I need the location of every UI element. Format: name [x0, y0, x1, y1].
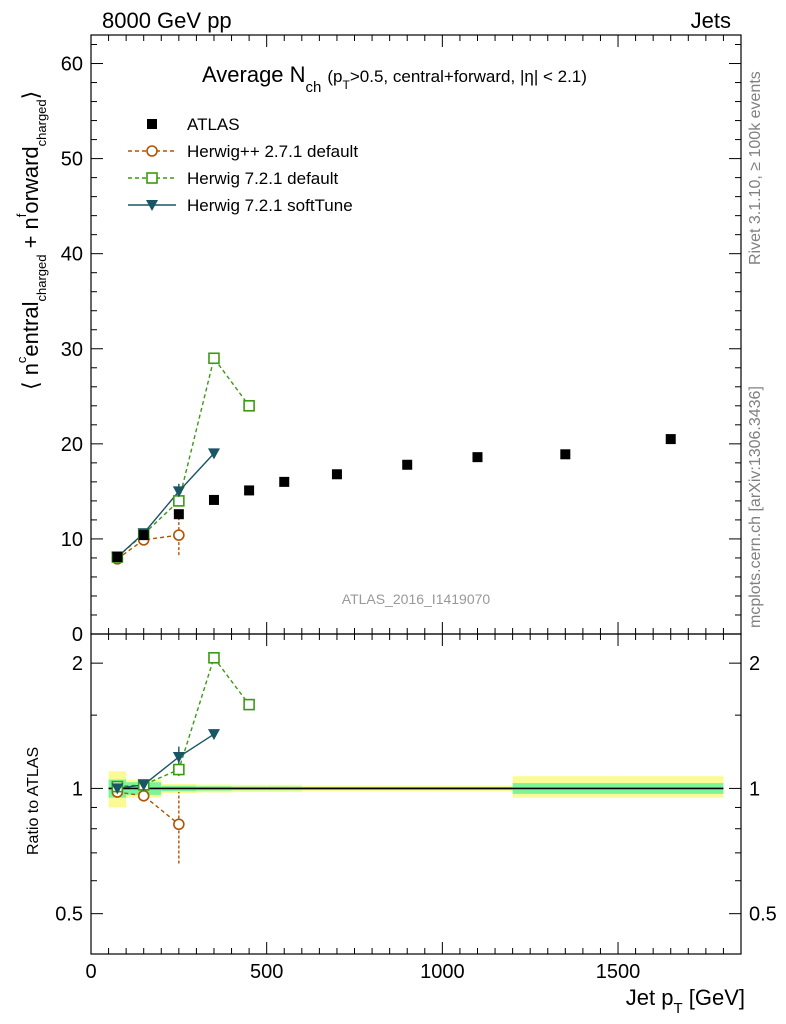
- main-line-herwig-7-2-1-default: [116, 356, 250, 558]
- y-tick-label-main: 60: [61, 54, 83, 76]
- x-tick-label: 1000: [420, 961, 465, 983]
- ratio-frame: [90, 633, 742, 955]
- legend-marker-herwig-7-2-1-softtune: [146, 200, 158, 211]
- y-tick-label-main: 10: [61, 529, 83, 551]
- x-tick-label: 500: [250, 961, 283, 983]
- y-axis-label-main: ⟨ ncentralcharged + nforwardcharged⟩: [14, 91, 49, 390]
- ratio-point-herwig-7-2-1-default: [208, 652, 220, 664]
- y-tick-label-ratio-right: 1: [749, 778, 760, 800]
- y-tick-label-ratio: 2: [72, 653, 83, 675]
- plot-title: Average Nch(pT>0.5, central+forward, |η|…: [202, 62, 587, 96]
- main-point-herwig-7-2-1-softtune: [172, 486, 185, 498]
- main-point-atlas: [331, 469, 342, 480]
- main-line-herwig-2-7-1-default: [116, 534, 179, 560]
- main-point-atlas: [112, 551, 123, 562]
- ratio-point-herwig-7-2-1-default: [173, 763, 185, 776]
- header-left: 8000 GeV pp: [102, 8, 232, 33]
- ratio-point-herwig-7-2-1-softtune: [137, 779, 150, 791]
- rivet-info: Rivet 3.1.10, ≥ 100k events: [747, 71, 764, 265]
- y-tick-label-ratio: 0.5: [55, 904, 83, 926]
- main-point-herwig-7-2-1-softtune: [207, 448, 220, 460]
- main-point-atlas: [208, 494, 219, 505]
- main-point-herwig-7-2-1-default: [173, 495, 185, 507]
- y-axis-label-ratio: Ratio to ATLAS: [25, 747, 42, 855]
- y-tick-label-main: 40: [61, 244, 83, 266]
- ratio-point-herwig-7-2-1-softtune: [111, 783, 124, 795]
- mcplots-info: mcplots.cern.ch [arXiv:1306.3436]: [747, 386, 764, 628]
- main-point-atlas: [560, 449, 571, 460]
- main-point-atlas: [402, 459, 413, 470]
- main-point-atlas: [173, 509, 184, 520]
- ratio-band-layer: [108, 771, 724, 808]
- legend-label-herwig-2-7-1-default: Herwig++ 2.7.1 default: [187, 142, 358, 161]
- legend-marker-herwig-7-2-1-default: [146, 172, 158, 184]
- main-point-atlas: [138, 530, 149, 541]
- ratio-line-herwig-7-2-1-softtune: [117, 733, 215, 790]
- legend-marker-atlas: [147, 119, 157, 129]
- main-point-atlas: [472, 452, 483, 463]
- y-tick-label-ratio: 1: [72, 778, 83, 800]
- y-tick-label-main: 20: [61, 434, 83, 456]
- axes-layer: 0 10 20 30 40 50 60 0 500 1000 1500 0.5 0.5 1 1 2 2: [55, 35, 777, 983]
- y-tick-label-ratio-right: 2: [749, 653, 760, 675]
- main-point-herwig-7-2-1-default: [208, 352, 220, 365]
- y-tick-label-main: 30: [61, 339, 83, 361]
- ratio-point-herwig-7-2-1-softtune: [207, 729, 220, 741]
- y-tick-label-main: 50: [61, 149, 83, 171]
- legend-marker-herwig-2-7-1-default: [146, 145, 158, 157]
- series-marks-layer: [111, 352, 676, 831]
- main-line-herwig-7-2-1-softtune: [116, 452, 215, 558]
- y-tick-label-ratio-right: 0.5: [749, 904, 777, 926]
- legend: ATLAS Herwig++ 2.7.1 default Herwig 7.2.1 …: [128, 115, 358, 215]
- main-point-herwig-2-7-1-default: [173, 529, 185, 541]
- x-tick-label: 0: [85, 961, 96, 983]
- analysis-watermark: ATLAS_2016_I1419070: [342, 591, 491, 607]
- main-point-atlas: [279, 476, 290, 487]
- ratio-point-herwig-2-7-1-default: [137, 789, 150, 802]
- ratio-line-herwig-2-7-1-default: [117, 791, 180, 825]
- ratio-point-herwig-7-2-1-softtune: [172, 751, 185, 763]
- header-right: Jets: [691, 8, 731, 33]
- legend-label-herwig-7-2-1-softtune: Herwig 7.2.1 softTune: [187, 196, 353, 215]
- main-point-atlas: [244, 485, 255, 496]
- ratio-point-herwig-2-7-1-default: [173, 818, 185, 831]
- y-tick-label-main: 0: [72, 624, 83, 646]
- x-axis-label: Jet pT [GeV]: [626, 985, 745, 1017]
- legend-label-herwig-7-2-1-default: Herwig 7.2.1 default: [187, 169, 338, 188]
- main-point-herwig-7-2-1-default: [243, 400, 255, 412]
- ratio-point-herwig-7-2-1-default: [243, 698, 255, 711]
- x-tick-label: 1500: [596, 961, 641, 983]
- main-point-atlas: [665, 434, 676, 445]
- legend-label-atlas: ATLAS: [187, 115, 240, 134]
